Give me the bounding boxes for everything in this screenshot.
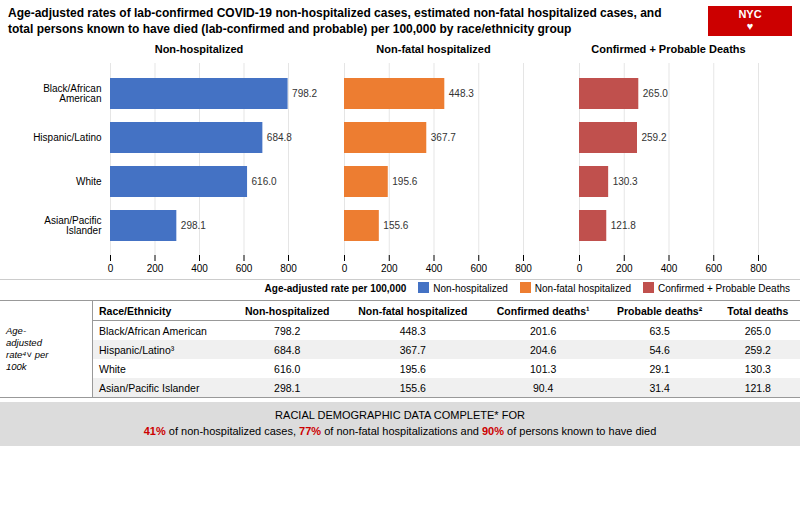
- html-text:29.1: 29.1: [649, 362, 670, 375]
- svg-text:400: 400: [191, 263, 208, 274]
- html-text:Non-hospitalized: Non-hospitalized: [154, 43, 244, 56]
- svg-text:White: White: [76, 176, 102, 187]
- html-text:Confirmed deaths¹: Confirmed deaths¹: [496, 304, 590, 317]
- svg-text:259.2: 259.2: [641, 132, 666, 143]
- html-text:130.3: 130.3: [744, 362, 771, 375]
- html-text:41% of non-hospitalized cases,: 41% of non-hospitalized cases, 77% of no…: [143, 425, 657, 438]
- html-text:31.4: 31.4: [649, 381, 670, 394]
- html-text:Non-hospitalized: Non-hospitalized: [244, 304, 330, 317]
- html-text:Non-fatal hospitalized: Non-fatal hospitalized: [534, 283, 631, 295]
- svg-text:200: 200: [147, 263, 164, 274]
- svg-text:200: 200: [616, 263, 633, 274]
- html-text:201.6: 201.6: [530, 324, 557, 337]
- svg-text:Hispanic/Latino: Hispanic/Latino: [33, 132, 102, 143]
- html-text:155.6: 155.6: [399, 381, 426, 394]
- html-text:NYC ♥: NYC ♥: [738, 8, 762, 32]
- html-text:Total deaths: Total deaths: [727, 304, 789, 317]
- html-text:367.7: 367.7: [399, 343, 426, 356]
- html-text:White: White: [99, 362, 126, 375]
- svg-text:0: 0: [108, 263, 114, 274]
- svg-text:800: 800: [280, 263, 297, 274]
- html-text:Probable deaths²: Probable deaths²: [617, 304, 703, 317]
- html-text:Confirmed + Probable Deaths: Confirmed + Probable Deaths: [591, 43, 746, 56]
- html-text:RACIAL DEMOGRAPHIC DATA COMPLE: RACIAL DEMOGRAPHIC DATA COMPLETE* FOR: [275, 409, 525, 422]
- html-text:798.2: 798.2: [274, 324, 301, 337]
- svg-text:298.1: 298.1: [181, 220, 206, 231]
- svg-text:265.0: 265.0: [643, 88, 668, 99]
- html-text:Age- adjusted rate⁴˅ per 100k: Age- adjusted rate⁴˅ per 100k: [6, 325, 49, 373]
- html-text:195.6: 195.6: [399, 362, 426, 375]
- html-text:Non-hospitalized: Non-hospitalized: [433, 283, 508, 295]
- svg-text:448.3: 448.3: [449, 88, 474, 99]
- html-text:616.0: 616.0: [274, 362, 301, 375]
- html-text:101.3: 101.3: [530, 362, 557, 375]
- svg-text:0: 0: [577, 263, 583, 274]
- svg-text:800: 800: [515, 263, 532, 274]
- html-text:Hispanic/Latino³: Hispanic/Latino³: [99, 343, 175, 356]
- svg-text:684.8: 684.8: [267, 132, 292, 143]
- html-text:Race/Ethnicity: Race/Ethnicity: [99, 304, 172, 317]
- svg-text:400: 400: [426, 263, 443, 274]
- svg-text:367.7: 367.7: [431, 132, 456, 143]
- html-text:Age-adjusted rate per 100,000: Age-adjusted rate per 100,000: [264, 282, 407, 294]
- svg-text:0: 0: [342, 263, 348, 274]
- html-text:63.5: 63.5: [649, 324, 670, 337]
- svg-text:200: 200: [381, 263, 398, 274]
- html-text:204.6: 204.6: [530, 343, 557, 356]
- svg-text:600: 600: [236, 263, 253, 274]
- svg-text:Black/AfricanAmerican: Black/AfricanAmerican: [43, 83, 101, 104]
- html-text:Non-fatal hospitalized: Non-fatal hospitalized: [376, 43, 491, 56]
- svg-text:798.2: 798.2: [292, 88, 317, 99]
- svg-text:400: 400: [661, 263, 678, 274]
- html-text:121.8: 121.8: [744, 381, 771, 394]
- html-text:90.4: 90.4: [532, 381, 554, 394]
- html-text:Black/African American: Black/African American: [99, 324, 207, 337]
- html-text:684.8: 684.8: [274, 343, 301, 356]
- svg-text:121.8: 121.8: [611, 220, 636, 231]
- svg-text:155.6: 155.6: [383, 220, 408, 231]
- html-text:54.6: 54.6: [649, 343, 670, 356]
- html-text:298.1: 298.1: [274, 381, 301, 394]
- svg-text:800: 800: [750, 263, 767, 274]
- html-text:448.3: 448.3: [399, 324, 426, 337]
- html-text:259.2: 259.2: [744, 343, 771, 356]
- svg-text:195.6: 195.6: [392, 176, 417, 187]
- html-text:Non-fatal hospitalized: Non-fatal hospitalized: [358, 304, 468, 317]
- html-text:265.0: 265.0: [744, 324, 771, 337]
- html-text:Age-adjusted rates of lab-conf: Age-adjusted rates of lab-confirmed COVI…: [8, 6, 662, 36]
- svg-text:Asian/PacificIslander: Asian/PacificIslander: [44, 215, 102, 236]
- svg-text:600: 600: [470, 263, 487, 274]
- html-text:Asian/Pacific Islander: Asian/Pacific Islander: [99, 381, 200, 394]
- svg-text:130.3: 130.3: [613, 176, 638, 187]
- svg-text:600: 600: [705, 263, 722, 274]
- html-text:Confirmed + Probable Deaths: Confirmed + Probable Deaths: [658, 283, 790, 295]
- svg-text:616.0: 616.0: [252, 176, 277, 187]
